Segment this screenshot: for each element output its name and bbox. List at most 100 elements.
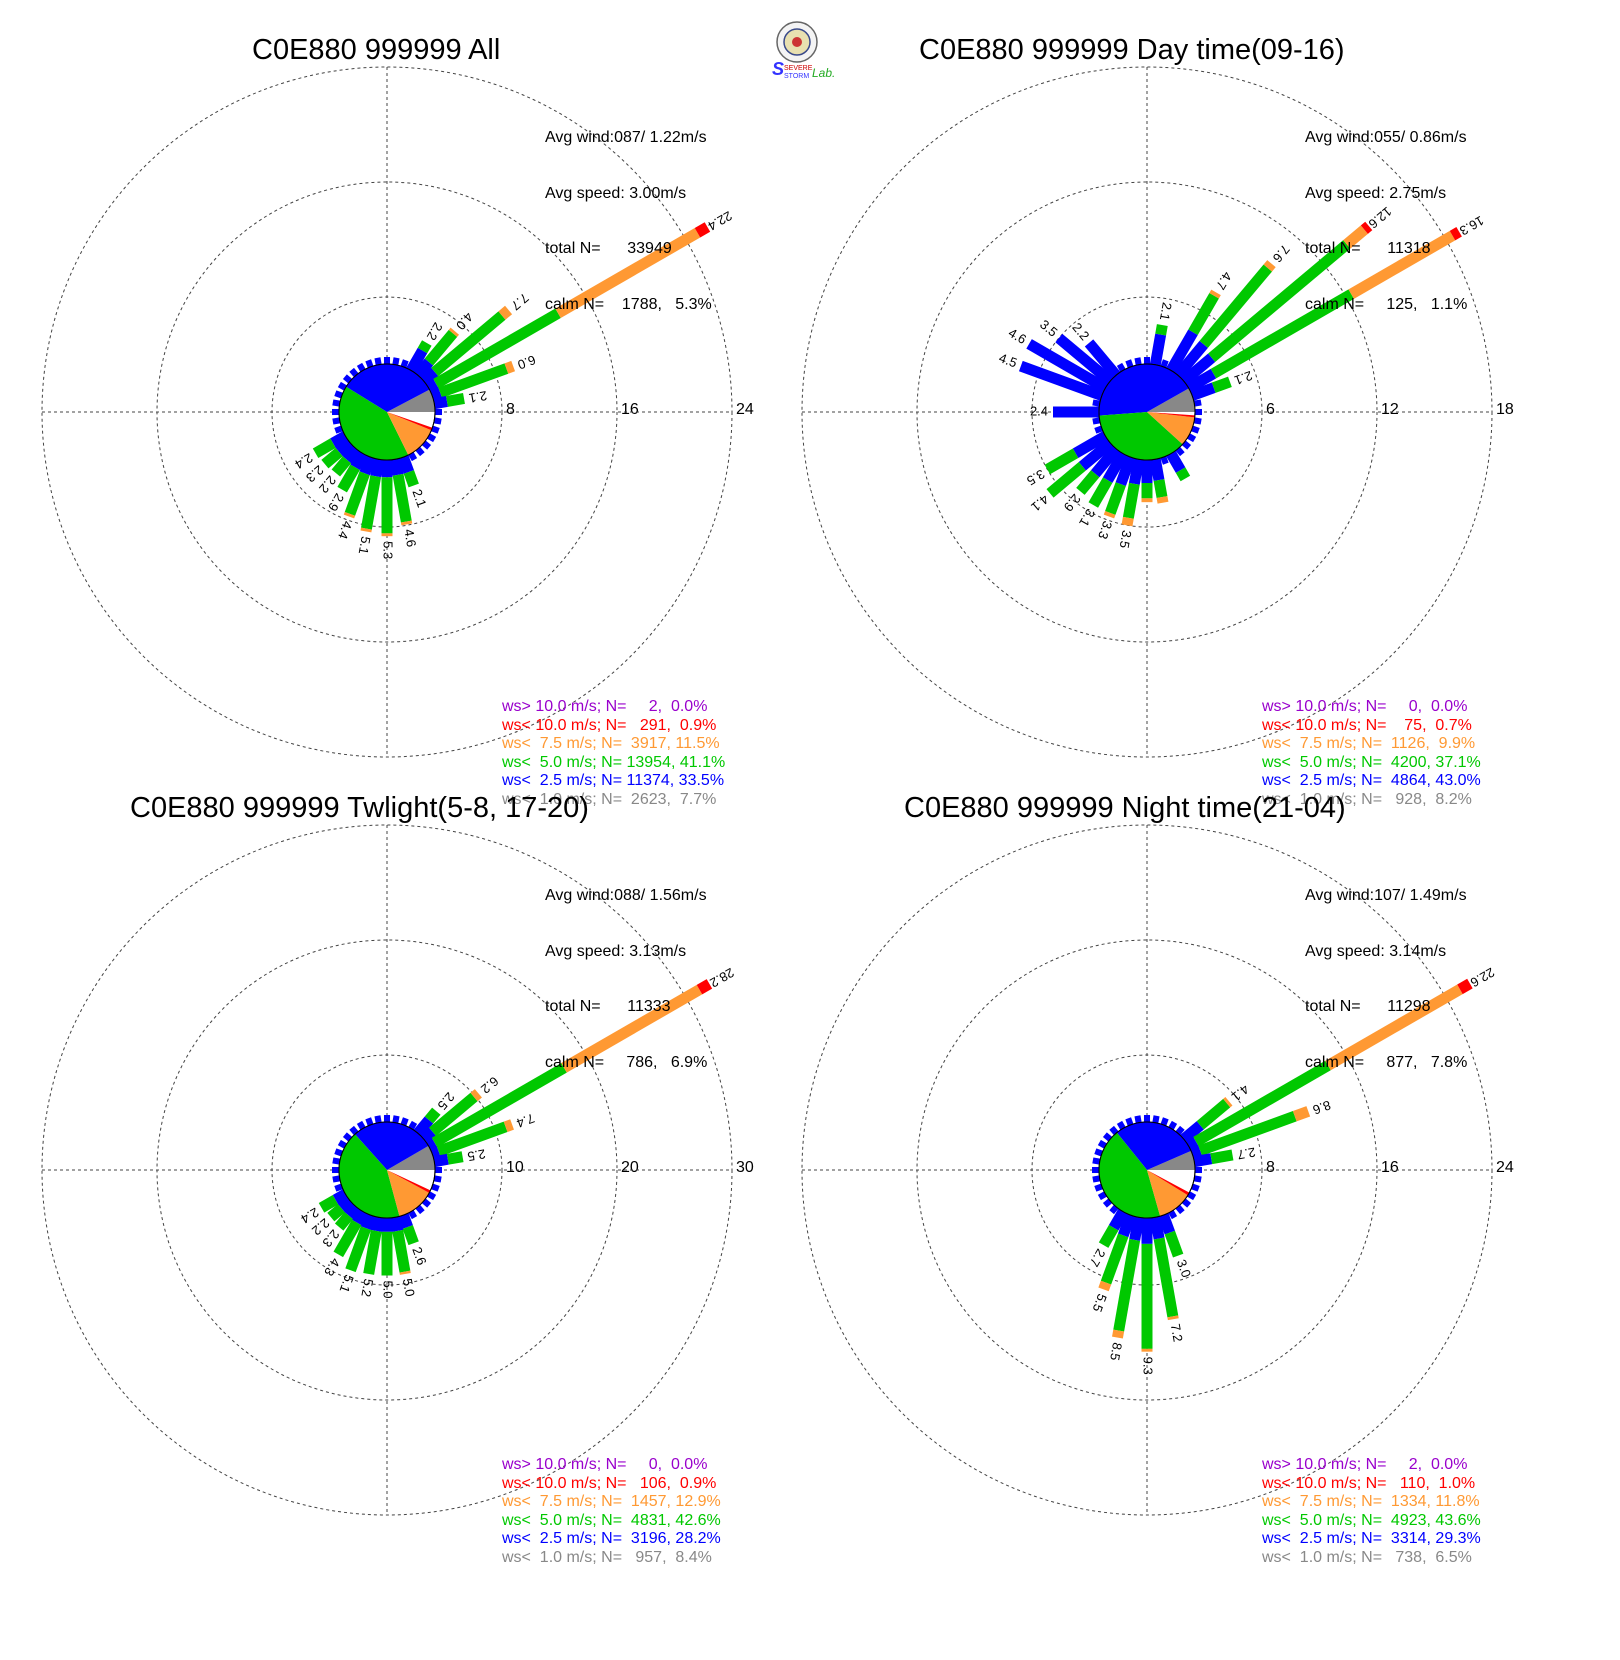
bar-segment [1166,450,1186,473]
legend-entry: ws< 2.5 m/s; N= 4864, 43.0% [1262,772,1481,789]
bar-tick [400,359,409,368]
stats-avg-wind: Avg wind:087/ 1.22m/s [545,129,707,146]
bar-tick [1094,1183,1103,1192]
bar-tick [421,440,432,450]
legend-entry: ws> 10.0 m/s; N= 2, 0.0% [1262,1456,1468,1473]
pie-border [338,363,436,461]
bar-tick [1097,1191,1107,1201]
bar-label: 4.4 [335,519,355,541]
bar-label: 28.2 [707,965,736,991]
bar-segment [1084,339,1121,379]
bar-segment [424,1107,441,1124]
bar-segment [1193,1153,1213,1168]
bars: 2.2 4.07.722.46.02.12.14.65.35.14.42.92.2… [292,208,734,559]
bar-tick [332,1157,341,1165]
bar-segment [1199,264,1273,348]
pie-border [1098,1121,1196,1219]
bar-segment [425,1137,438,1151]
bar-segment [430,1146,441,1159]
stats-total-n: total N= 11333 [545,998,671,1015]
stats-avg-wind: Avg wind:088/ 1.56m/s [545,887,707,904]
legend-entry: ws< 10.0 m/s; N= 75, 0.7% [1262,716,1472,734]
ring-label: 12 [1381,401,1399,418]
bar-segment [321,447,343,469]
stats-avg-speed: Avg speed: 3.14m/s [1305,942,1447,960]
ring-label: 30 [736,1159,754,1176]
bar-segment [1175,467,1191,482]
bar-tick [1175,446,1185,457]
bar-segment [334,1212,353,1231]
bar-tick [1109,1125,1119,1136]
legend: ws> 10.0 m/s; N= 0, 0.0% ws< 10.0 m/s; N=… [502,1456,721,1567]
bar-label: 8.5 [1107,1341,1125,1361]
logo-seal-center-icon [792,37,802,47]
bar-label: 3.5 [1117,529,1135,549]
bar-segment [503,1119,514,1133]
bar-segment [350,450,368,471]
legend-entry: ws< 5.0 m/s; N= 4831, 42.6% [502,1511,721,1529]
bar-tick [1109,1204,1119,1215]
bar-label: 4.1 [1229,1082,1252,1105]
ring-label: 20 [621,1159,639,1176]
bar-tick [427,433,437,443]
pie-slice [1099,364,1189,416]
stats-avg-wind: Avg wind:107/ 1.49m/s [1305,887,1467,904]
bar-label: 5.0 [381,1280,396,1298]
legend-entry: ws< 5.0 m/s; N= 4923, 43.6% [1262,1511,1481,1529]
bar-tick [356,1120,366,1130]
bar-segment [392,1229,411,1273]
bar-segment [1190,1145,1203,1159]
grid-ring [801,824,1493,1516]
bar-label: 3.5 [1037,317,1060,340]
bar-segment [555,227,701,319]
ring-label: 24 [736,401,754,418]
bar-segment [1113,1238,1141,1332]
bar-segment [438,363,509,398]
pie-slice [387,412,433,431]
bar-segment [360,1213,376,1230]
bar-label: 2.6 [409,1245,429,1267]
bar-segment [1149,333,1167,366]
bar-tick [1168,1120,1178,1130]
bar-segment [370,1216,385,1232]
bar-label: 5.5 [1090,1292,1110,1314]
ring-label: 16 [1381,1159,1399,1176]
bar-tick [1193,1175,1202,1183]
bar-tick [1191,425,1200,434]
bar-segment [413,358,434,379]
pie-slice [387,1145,435,1170]
bar-segment [342,445,361,464]
bar-label: 4.0 [453,309,476,332]
legend-entry: ws> 10.0 m/s; N= 2, 0.0% [502,698,708,715]
bar-segment [413,1116,434,1137]
bar-label: 2.5 [466,1146,486,1164]
stats-calm-n: calm N= 125, 1.1% [1305,295,1468,313]
bar-label: 4.1 [1028,492,1051,515]
grid-ring [41,66,733,758]
bar-tick [1160,456,1169,465]
bar-segment [436,1121,508,1157]
bar-tick [332,417,341,425]
bar-tick [365,359,374,368]
bar-segment [1088,477,1113,508]
bar-segment [420,1127,437,1144]
logo-storm-text: STORM [784,73,809,80]
bar-segment [389,458,404,476]
legend-entry: ws< 10.0 m/s; N= 110, 1.0% [1262,1474,1476,1492]
bar-label: 8.6 [1311,1097,1333,1117]
bar-label: 5.0 [400,1277,418,1297]
bar-segment [1348,230,1456,299]
bar-segment [351,1208,368,1226]
bar-tick [1175,1125,1185,1136]
legend: ws> 10.0 m/s; N= 0, 0.0% ws< 10.0 m/s; N=… [1262,698,1481,809]
bar-label: 2.2 [1069,320,1092,343]
bar-segment [561,984,703,1073]
bar-segment [1076,470,1100,495]
bar-label: 9.3 [1141,1357,1156,1375]
bar-segment [433,308,561,389]
bar-segment [361,475,382,530]
pie-slice [1147,388,1195,412]
bar-segment [402,1225,419,1246]
bar-segment [1360,221,1373,234]
windrose-svg: 8 16 242.2 4.07.722.46.02.12.14.65.35.14.42… [41,66,754,758]
